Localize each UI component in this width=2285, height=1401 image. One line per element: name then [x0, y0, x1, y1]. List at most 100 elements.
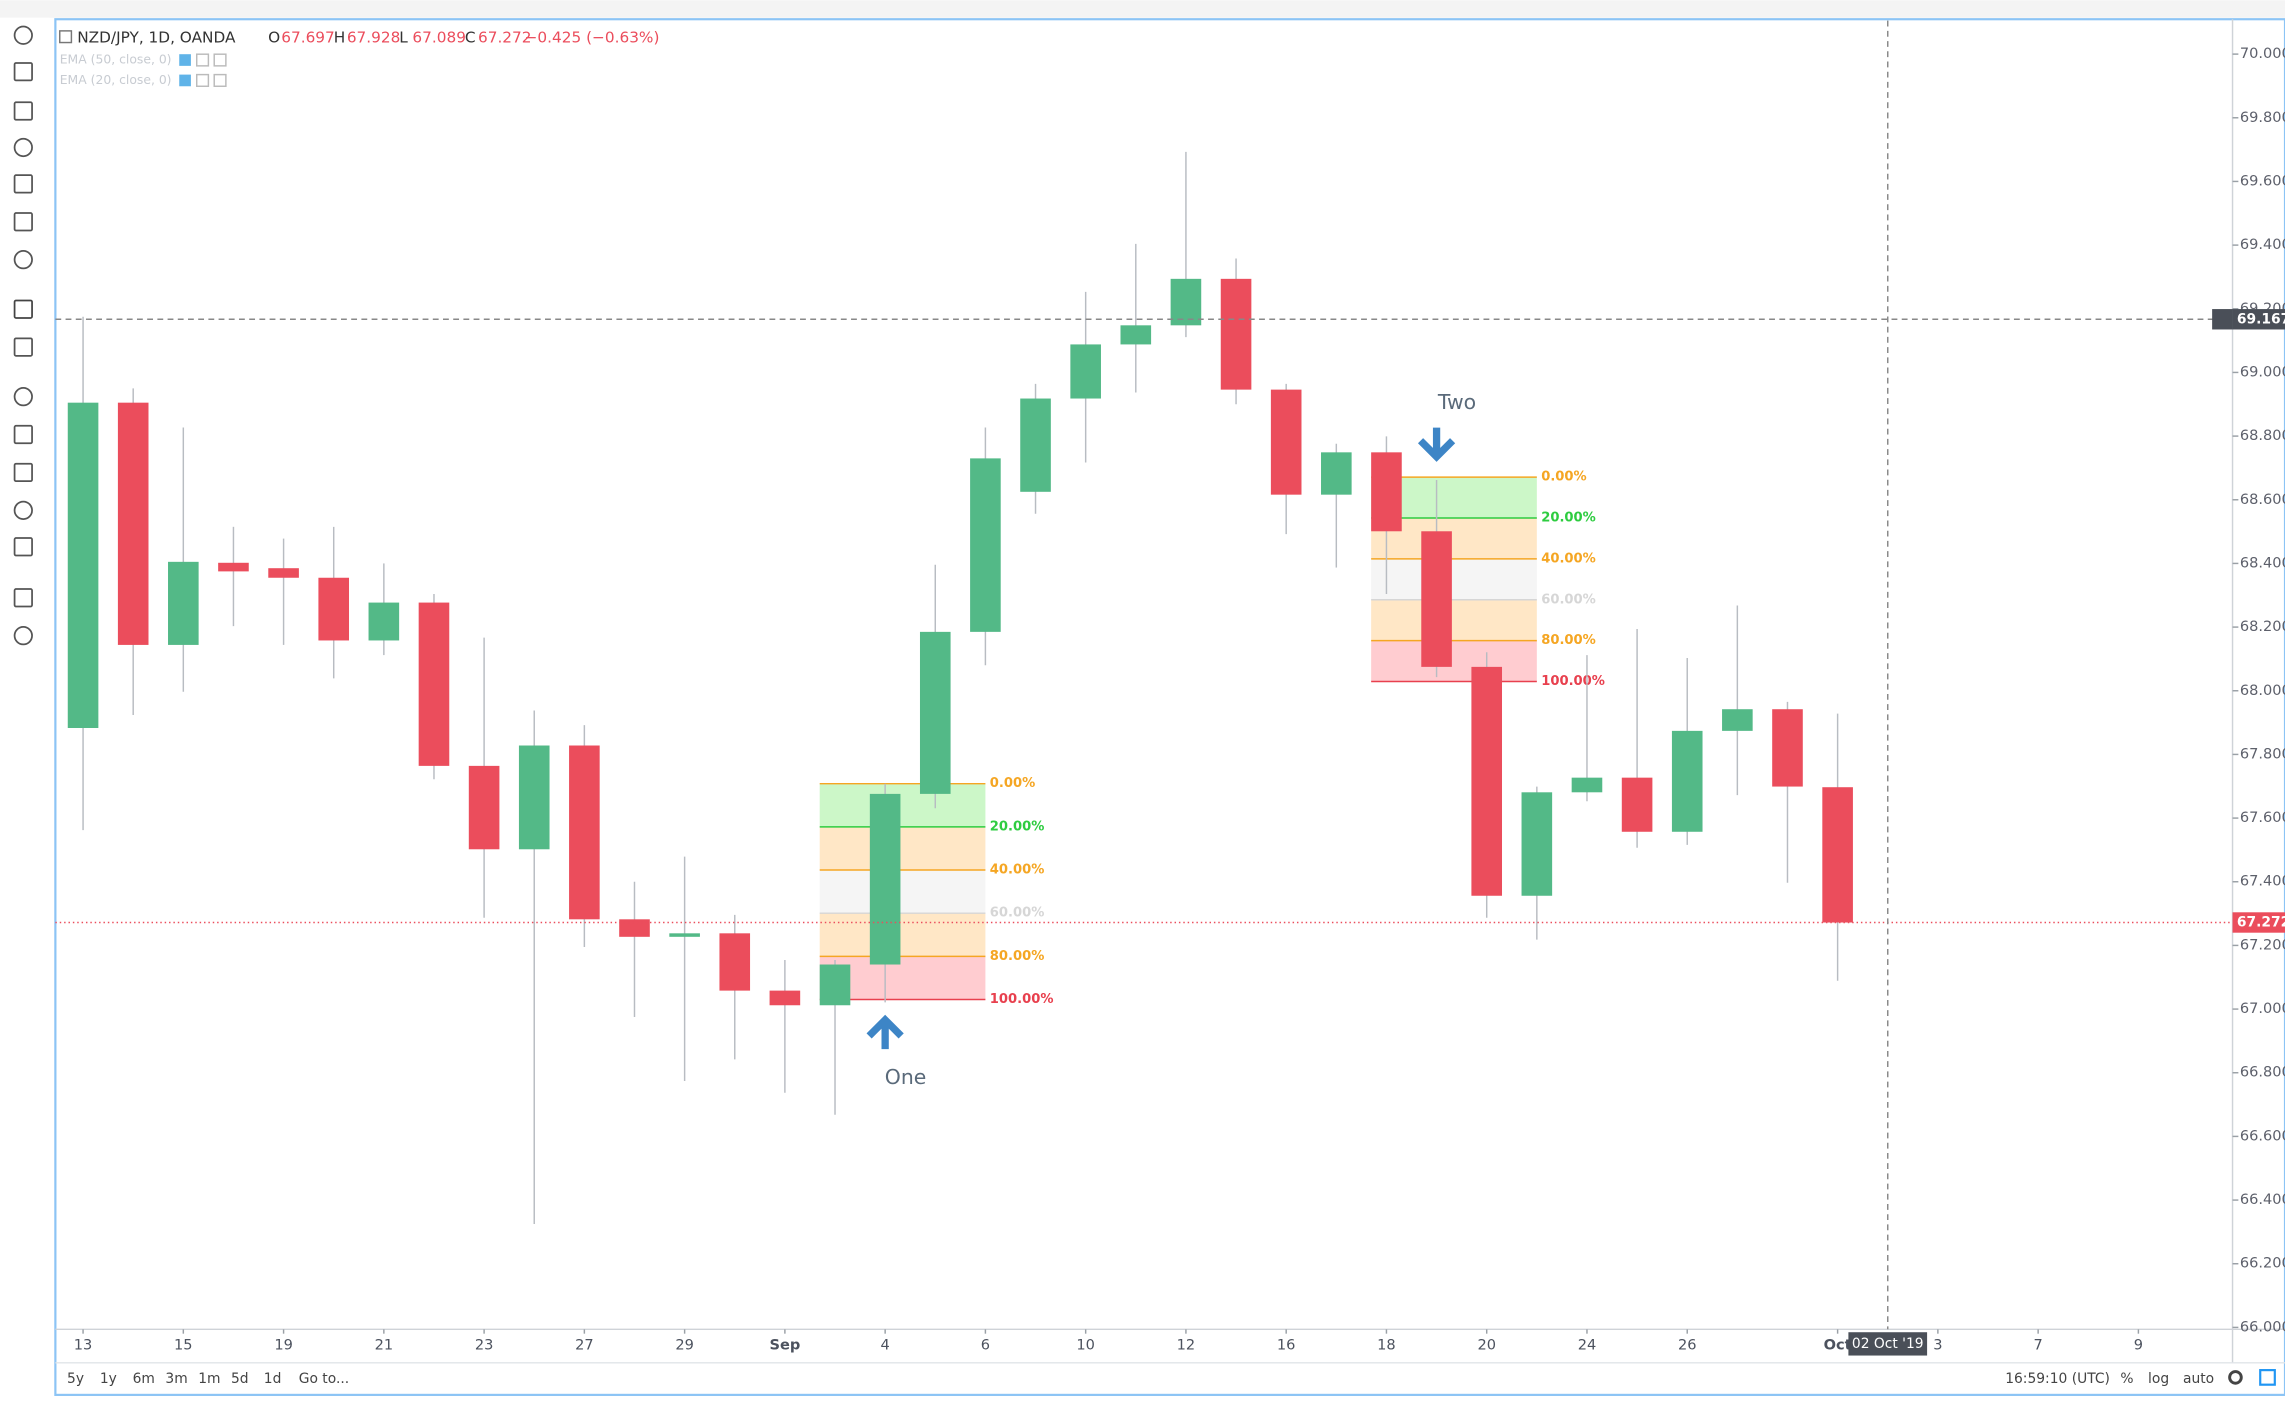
tool-icon[interactable]	[13, 462, 33, 483]
tool-button[interactable]	[13, 337, 33, 357]
candle-body	[468, 765, 500, 850]
tool-icon[interactable]	[13, 174, 33, 194]
x-tick-label: 12	[1177, 1336, 1196, 1353]
annotation-label: One	[885, 1065, 927, 1089]
tool-button[interactable]	[13, 174, 33, 194]
tool-icon[interactable]	[13, 500, 33, 520]
x-tick-label: 9	[2134, 1336, 2143, 1353]
candle-body	[1321, 452, 1352, 495]
crosshair-price-box	[2232, 309, 2285, 330]
candle-body	[268, 568, 299, 578]
y-tick-label: 66.400	[2240, 1191, 2285, 1208]
x-tick-label: 27	[575, 1336, 594, 1353]
range-button[interactable]: 1m	[198, 1371, 220, 1387]
range-button[interactable]: 1d	[264, 1371, 282, 1387]
x-tick-label: Sep	[769, 1336, 800, 1353]
tool-button[interactable]	[13, 424, 33, 445]
fib-level-label: 0.00%	[1541, 470, 1586, 485]
clock-label: 16:59:10 (UTC)	[2005, 1371, 2110, 1387]
y-tick-label: 68.200	[2240, 618, 2285, 635]
tool-icon[interactable]	[13, 537, 33, 557]
indicator-close[interactable]	[213, 53, 227, 67]
y-tick-label: 68.000	[2240, 682, 2285, 699]
tool-button[interactable]	[13, 462, 33, 483]
candle-body	[669, 933, 700, 937]
candle-body	[1120, 325, 1152, 345]
ohlc-value: 67.089	[412, 29, 466, 47]
indicator-settings[interactable]	[196, 53, 210, 67]
candle-body	[819, 964, 851, 1006]
range-button[interactable]: 5d	[231, 1371, 249, 1387]
tool-button[interactable]	[13, 250, 33, 270]
tool-button[interactable]	[13, 537, 33, 557]
ohlc-value: 67.272	[478, 29, 532, 47]
fib-level-label: 40.00%	[1541, 551, 1596, 566]
fib-band	[1371, 599, 1537, 641]
indicator-settings[interactable]	[196, 73, 210, 87]
y-tick-label: 68.400	[2240, 554, 2285, 571]
candle-body	[418, 602, 450, 766]
indicator-label: EMA (20, close, 0)	[60, 73, 172, 87]
tool-button[interactable]	[13, 137, 33, 158]
tool-button[interactable]	[13, 62, 33, 82]
tool-button[interactable]	[13, 25, 33, 45]
tool-icon[interactable]	[13, 299, 33, 319]
candle-body	[1170, 278, 1202, 326]
y-tick-label: 68.800	[2240, 427, 2285, 444]
candle-body	[318, 577, 350, 641]
x-tick-label: 7	[2034, 1336, 2043, 1353]
candle-body	[1471, 666, 1503, 896]
candle-body	[518, 745, 550, 850]
y-tick-label: 70.000	[2240, 45, 2285, 62]
tool-button[interactable]	[13, 212, 33, 232]
ohlc-value: 67.697	[281, 29, 335, 47]
scale-option[interactable]: %	[2120, 1371, 2133, 1387]
scale-option[interactable]: log	[2148, 1371, 2169, 1387]
fib-level-label: 80.00%	[1541, 633, 1596, 648]
range-button[interactable]: 6m	[133, 1371, 155, 1387]
tool-icon[interactable]	[13, 337, 33, 357]
x-tick-label: 24	[1578, 1336, 1597, 1353]
tool-icon[interactable]	[13, 137, 33, 158]
tool-icon[interactable]	[13, 62, 33, 82]
tool-icon[interactable]	[13, 250, 33, 270]
tool-icon[interactable]	[13, 25, 33, 45]
tool-button[interactable]	[13, 588, 33, 608]
y-tick-label: 66.800	[2240, 1064, 2285, 1081]
candle-body	[1571, 777, 1603, 793]
range-button[interactable]: 1y	[100, 1371, 117, 1387]
tool-icon[interactable]	[13, 626, 33, 646]
candle-body	[1772, 709, 1803, 787]
legend-collapse[interactable]	[59, 30, 73, 44]
tool-icon[interactable]	[13, 387, 33, 407]
last-price-label: 67.272	[2237, 914, 2285, 930]
indicator-eye[interactable]	[179, 74, 191, 87]
range-button[interactable]: 3m	[165, 1371, 187, 1387]
fib-level-label: 20.00%	[990, 819, 1045, 834]
tool-button[interactable]	[13, 626, 33, 646]
tool-icon[interactable]	[13, 212, 33, 232]
settings-button[interactable]	[2228, 1370, 2243, 1385]
scale-option[interactable]: auto	[2183, 1371, 2214, 1387]
tool-button[interactable]	[13, 299, 33, 319]
tool-icon[interactable]	[13, 588, 33, 608]
indicator-close[interactable]	[213, 73, 227, 87]
indicator-eye[interactable]	[179, 54, 191, 66]
candle-body	[769, 990, 801, 1006]
y-tick-label: 69.600	[2240, 172, 2285, 189]
tool-button[interactable]	[13, 500, 33, 520]
goto-button[interactable]: Go to...	[299, 1371, 349, 1387]
tool-icon[interactable]	[13, 101, 33, 121]
range-button[interactable]: 5y	[67, 1371, 84, 1387]
fullscreen-button[interactable]	[2259, 1369, 2276, 1386]
tool-button[interactable]	[13, 101, 33, 121]
change-label: −0.425 (−0.63%)	[525, 29, 660, 47]
annotation-arrow	[866, 1014, 904, 1050]
candle-body	[1671, 730, 1703, 832]
tool-icon[interactable]	[13, 424, 33, 445]
fib-level-label: 80.00%	[990, 949, 1045, 964]
tool-button[interactable]	[13, 387, 33, 407]
candle-body	[1722, 709, 1753, 731]
